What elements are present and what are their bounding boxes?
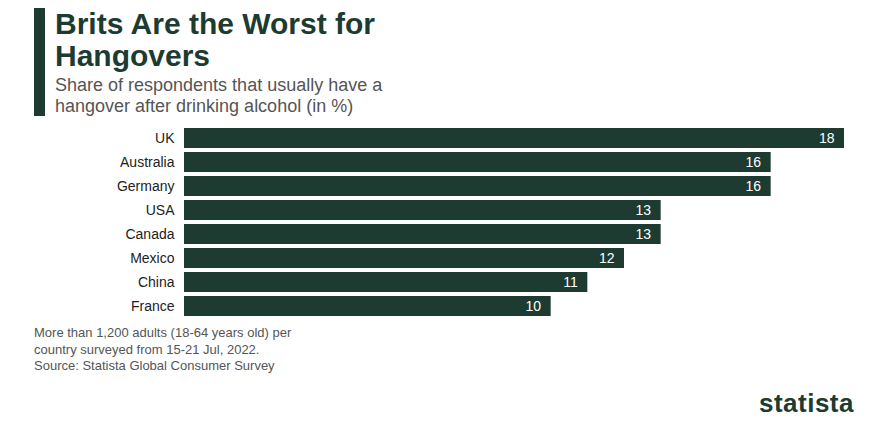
svg-text:12: 12 [599, 250, 615, 266]
svg-text:Australia: Australia [120, 154, 175, 170]
svg-text:13: 13 [636, 226, 652, 242]
svg-text:UK: UK [155, 130, 175, 146]
svg-text:16: 16 [746, 178, 762, 194]
html-text:Share of respondents that usua: Share of respondents that usually have a… [55, 75, 383, 116]
svg-text:11: 11 [563, 274, 578, 290]
svg-text:Mexico: Mexico [130, 250, 175, 266]
svg-text:18: 18 [819, 130, 835, 146]
svg-text:13: 13 [636, 202, 652, 218]
svg-text:10: 10 [526, 298, 542, 314]
html-text:Source: Statista Global Consum: Source: Statista Global Consumer Survey [34, 357, 275, 373]
svg-text:China: China [138, 274, 175, 290]
svg-text:USA: USA [146, 202, 175, 218]
svg-text:Germany: Germany [117, 178, 175, 194]
svg-text:16: 16 [746, 154, 762, 170]
svg-text:Canada: Canada [125, 226, 174, 242]
svg-text:France: France [131, 298, 175, 314]
html-text:More than 1,200 adults (18-64: More than 1,200 adults (18-64 years old)… [34, 325, 292, 357]
html-text:Brits Are the Worst for Hangov: Brits Are the Worst for Hangovers [55, 7, 375, 72]
html-text:statista: statista [759, 388, 854, 418]
